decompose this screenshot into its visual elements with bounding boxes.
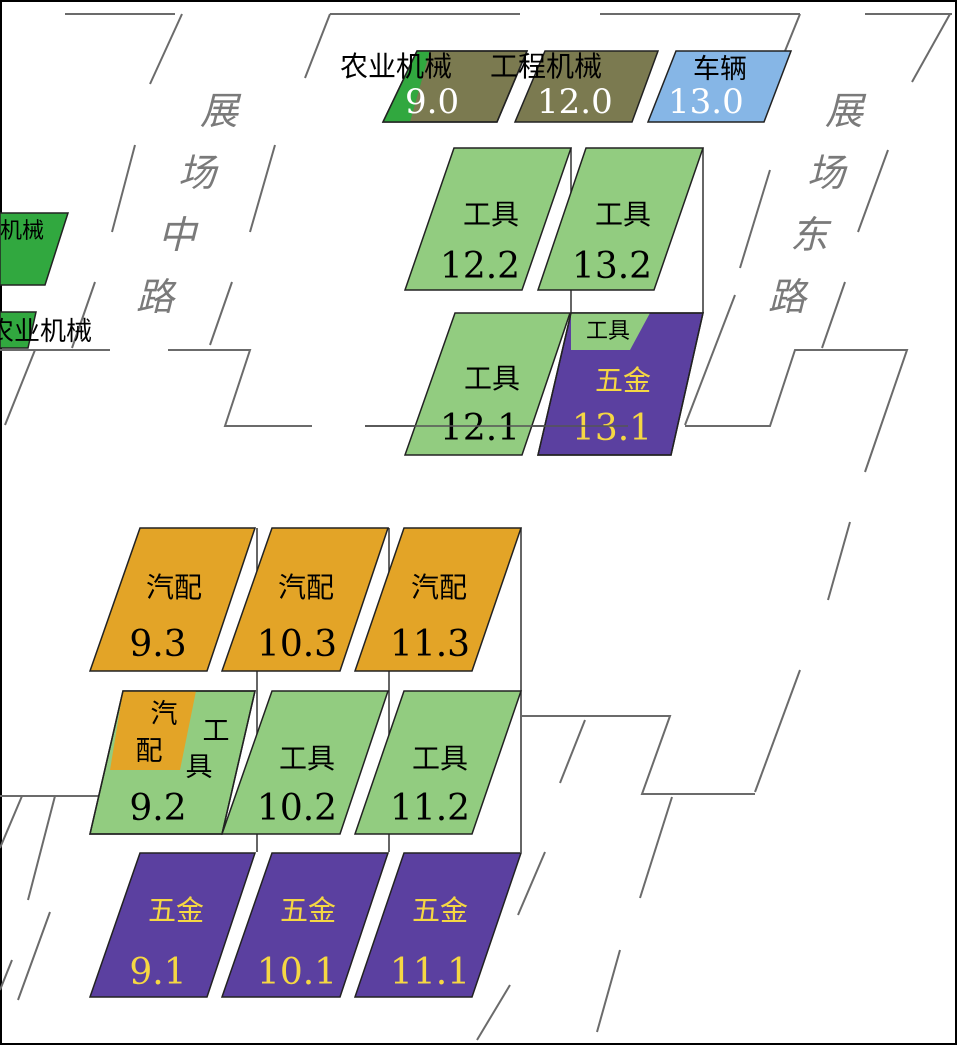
hall-12-2-number: 12.2 — [440, 246, 520, 287]
hall-12-2-category: 工具 — [463, 198, 519, 231]
hall-10-1[interactable]: 五金 10.1 — [220, 852, 390, 998]
hall-13-2[interactable]: 工具 13.2 — [536, 147, 705, 291]
hall-12-0[interactable]: 工程机械 12.0 — [490, 50, 660, 123]
hall-9-3-number: 9.3 — [129, 624, 186, 665]
left-partial-agri[interactable]: 农业机械 — [0, 311, 92, 349]
hall-10-1-category: 五金 — [280, 894, 336, 927]
hall-9-2-cat-b-2: 具 — [186, 752, 213, 783]
hall-12-1[interactable]: 工具 12.1 — [403, 312, 572, 456]
hall-9-0[interactable]: 农业机械 9.0 — [340, 50, 529, 123]
hall-10-3-category: 汽配 — [278, 571, 334, 604]
hall-10-1-number: 10.1 — [257, 952, 337, 993]
svg-text:中: 中 — [158, 213, 199, 257]
hall-13-0[interactable]: 车辆 13.0 — [646, 50, 793, 123]
road-mid-label: 展 场 中 路 — [136, 89, 242, 319]
hall-11-1-number: 11.1 — [390, 952, 470, 993]
hall-9-1-number: 9.1 — [129, 952, 186, 993]
svg-text:路: 路 — [768, 275, 809, 319]
svg-text:展: 展 — [200, 89, 242, 133]
hall-11-3-number: 11.3 — [390, 624, 470, 665]
hall-13-1-number: 13.1 — [572, 408, 652, 449]
hall-9-2-cat-a-1: 汽 — [151, 699, 178, 730]
hall-9-2-cat-b-1: 工 — [203, 716, 230, 747]
left-partial-machinery[interactable]: 机械 — [0, 212, 70, 286]
hall-9-2-number: 9.2 — [129, 788, 186, 829]
hall-10-2-category: 工具 — [279, 742, 335, 775]
hall-11-1[interactable]: 五金 11.1 — [353, 852, 523, 998]
hall-13-1-category: 五金 — [595, 364, 651, 397]
hall-9-0-label: 农业机械 — [340, 50, 452, 83]
svg-text:展: 展 — [825, 89, 867, 133]
hall-9-1-category: 五金 — [148, 894, 204, 927]
hall-9-3-category: 汽配 — [146, 571, 202, 604]
hall-9-3[interactable]: 汽配 9.3 — [88, 527, 257, 672]
hall-12-2[interactable]: 工具 12.2 — [403, 147, 573, 291]
svg-text:场: 场 — [807, 151, 848, 195]
hall-10-3-number: 10.3 — [257, 624, 337, 665]
hall-11-2-category: 工具 — [412, 742, 468, 775]
hall-13-2-category: 工具 — [595, 198, 651, 231]
hall-11-3-category: 汽配 — [411, 571, 467, 604]
hall-11-2[interactable]: 工具 11.2 — [353, 690, 523, 835]
hall-10-2[interactable]: 工具 10.2 — [220, 690, 390, 835]
svg-text:路: 路 — [136, 275, 177, 319]
hall-12-1-category: 工具 — [464, 362, 520, 395]
svg-text:东: 东 — [790, 213, 832, 257]
hall-11-1-category: 五金 — [412, 894, 468, 927]
hall-12-1-number: 12.1 — [440, 408, 520, 449]
road-east-label: 展 场 东 路 — [768, 89, 867, 319]
hall-13-1[interactable]: 工具 五金 13.1 — [537, 312, 704, 456]
hall-13-0-label: 车辆 — [693, 54, 747, 85]
hall-12-0-number: 12.0 — [537, 82, 613, 122]
left-partial-machinery-label: 机械 — [0, 219, 44, 244]
hall-10-2-number: 10.2 — [257, 788, 337, 829]
road-lines — [0, 13, 952, 1041]
hall-10-3[interactable]: 汽配 10.3 — [220, 527, 390, 672]
left-partial-agri-label: 农业机械 — [0, 317, 92, 347]
svg-text:场: 场 — [178, 151, 219, 195]
hall-13-2-number: 13.2 — [572, 246, 652, 287]
hall-13-0-number: 13.0 — [668, 82, 744, 122]
hall-9-2-cat-a-2: 配 — [136, 736, 163, 767]
hall-11-2-number: 11.2 — [390, 788, 470, 829]
hall-12-0-label: 工程机械 — [490, 50, 602, 83]
hall-11-3[interactable]: 汽配 11.3 — [353, 527, 523, 672]
hall-9-1[interactable]: 五金 9.1 — [88, 852, 257, 998]
hall-9-0-number: 9.0 — [405, 82, 459, 122]
hall-9-2[interactable]: 汽 配 工 具 9.2 — [89, 690, 256, 835]
hall-13-1-subcategory: 工具 — [586, 319, 630, 344]
